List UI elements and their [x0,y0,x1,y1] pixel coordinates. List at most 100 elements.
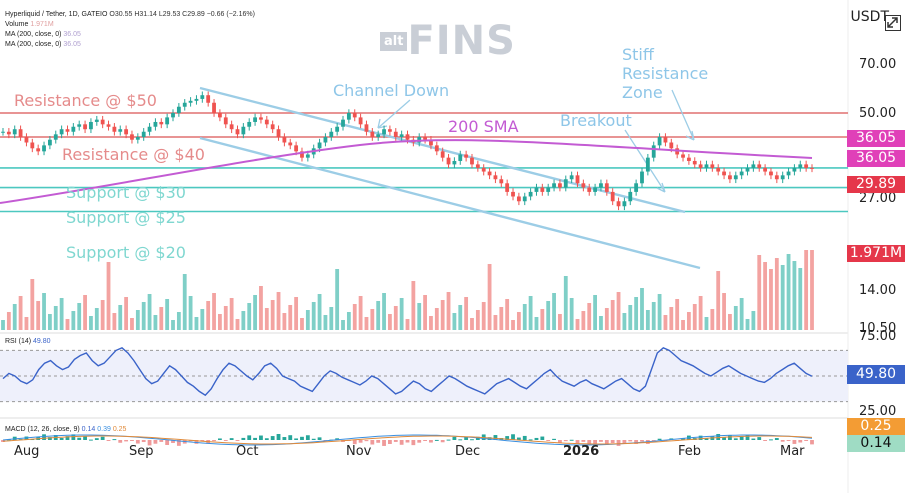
candle-body [376,134,381,137]
macd-hist-bar [229,438,234,440]
volume-bar [153,315,158,330]
rsi-value-tag: 49.80 [847,365,905,384]
candle-body [71,126,76,132]
volume-bar [229,298,234,330]
macd-hist-bar [534,437,539,440]
date-oct: Oct [236,444,259,459]
macd-hist-bar [522,435,527,440]
macd-hist-bar [159,440,164,442]
macd-hist-bar [393,440,398,442]
altfins-logo: alt FINS [380,18,516,64]
candle-body [651,145,656,158]
candle-body [499,179,504,184]
volume-bar [692,304,697,330]
last-price-tag: 29.89 [847,176,905,193]
candle-body [358,117,363,125]
candle-body [722,171,726,176]
candle-body [710,164,715,168]
candle-body [165,117,170,125]
candle-body [241,126,246,135]
fullscreen-icon[interactable] [885,15,901,31]
macd-hist-bar [165,440,170,445]
rsi-value: 49.80 [33,338,51,345]
macd-hist-tag: 0.14 [847,435,905,452]
candle-body [159,121,164,125]
macd-hist-bar [294,438,299,440]
candle-body [229,124,234,130]
macd-hist-bar [540,436,545,440]
candle-body [124,129,129,135]
volume-bar [59,298,64,330]
volume-bar [405,319,410,330]
candle-body [751,164,756,168]
macd-hist-bar [124,440,129,442]
volume-bar [135,310,140,330]
macd-signal-value: 0.25 [112,426,127,433]
volume-bar [534,317,539,330]
stiff-zone-label: Stiff Resistance Zone [622,45,708,102]
volume-bar [493,315,498,330]
macd-hist-bar [716,434,721,440]
candle-body [364,124,369,132]
volume-bar [651,302,656,330]
volume-bar [786,254,791,330]
macd-hist-bar [376,440,381,443]
volume-bar [622,313,627,330]
volume-bar [346,312,351,330]
macd-hist-bar [118,440,123,443]
candle-body [176,106,181,113]
candle-body [223,117,228,125]
macd-hist-bar [563,440,568,442]
volume-bar [751,311,756,330]
stiff-line-2: Resistance [622,64,709,83]
stiff-zone-arrow [671,89,695,141]
candle-body [317,142,322,149]
macd-hist-bar [440,440,445,443]
macd-hist-bar [370,440,375,445]
candle-body [135,136,140,140]
date-mar: Mar [780,444,805,459]
volume-bar [247,303,252,330]
candle-body [1,131,5,133]
volume-bar [769,269,773,330]
macd-hist-bar [640,440,644,442]
candle-body [59,129,64,135]
candle-body [247,121,252,127]
macd-hist-bar [757,437,762,440]
volume-bar [464,297,469,330]
candle-body [558,183,562,188]
volume-bar [393,306,398,330]
price-tick-10: 10.50 [859,321,897,336]
volume-bar [640,288,644,330]
volume-bar [200,309,205,330]
candle-body [112,126,117,132]
macd-hist-bar [47,437,52,440]
macd-hist-bar [610,440,615,443]
candle-body [546,187,551,192]
macd-hist-bar [83,436,87,440]
volume-bar [130,318,134,330]
volume-bar [47,314,52,330]
volume-bar [423,295,427,330]
volume-bar [147,294,152,330]
macd-hist-bar [780,440,785,442]
volume-bar [305,310,310,330]
macd-hist-bar [604,440,609,445]
macd-hist-bar [135,440,140,444]
volume-bar [722,293,726,330]
candle-body [429,139,433,146]
volume-bar [593,295,597,330]
candle-body [628,191,633,202]
volume-bar [194,317,199,330]
candle-body [218,113,222,118]
candle-body [593,187,597,192]
volume-bar [388,314,392,330]
macd-hist-bar [194,440,199,444]
volume-bar [569,298,574,330]
macd-hist-bar [704,438,709,440]
macd-hist-bar [417,440,422,443]
channel-down-arrow [377,99,411,129]
volume-bar [675,299,680,330]
candle-body [153,121,158,127]
